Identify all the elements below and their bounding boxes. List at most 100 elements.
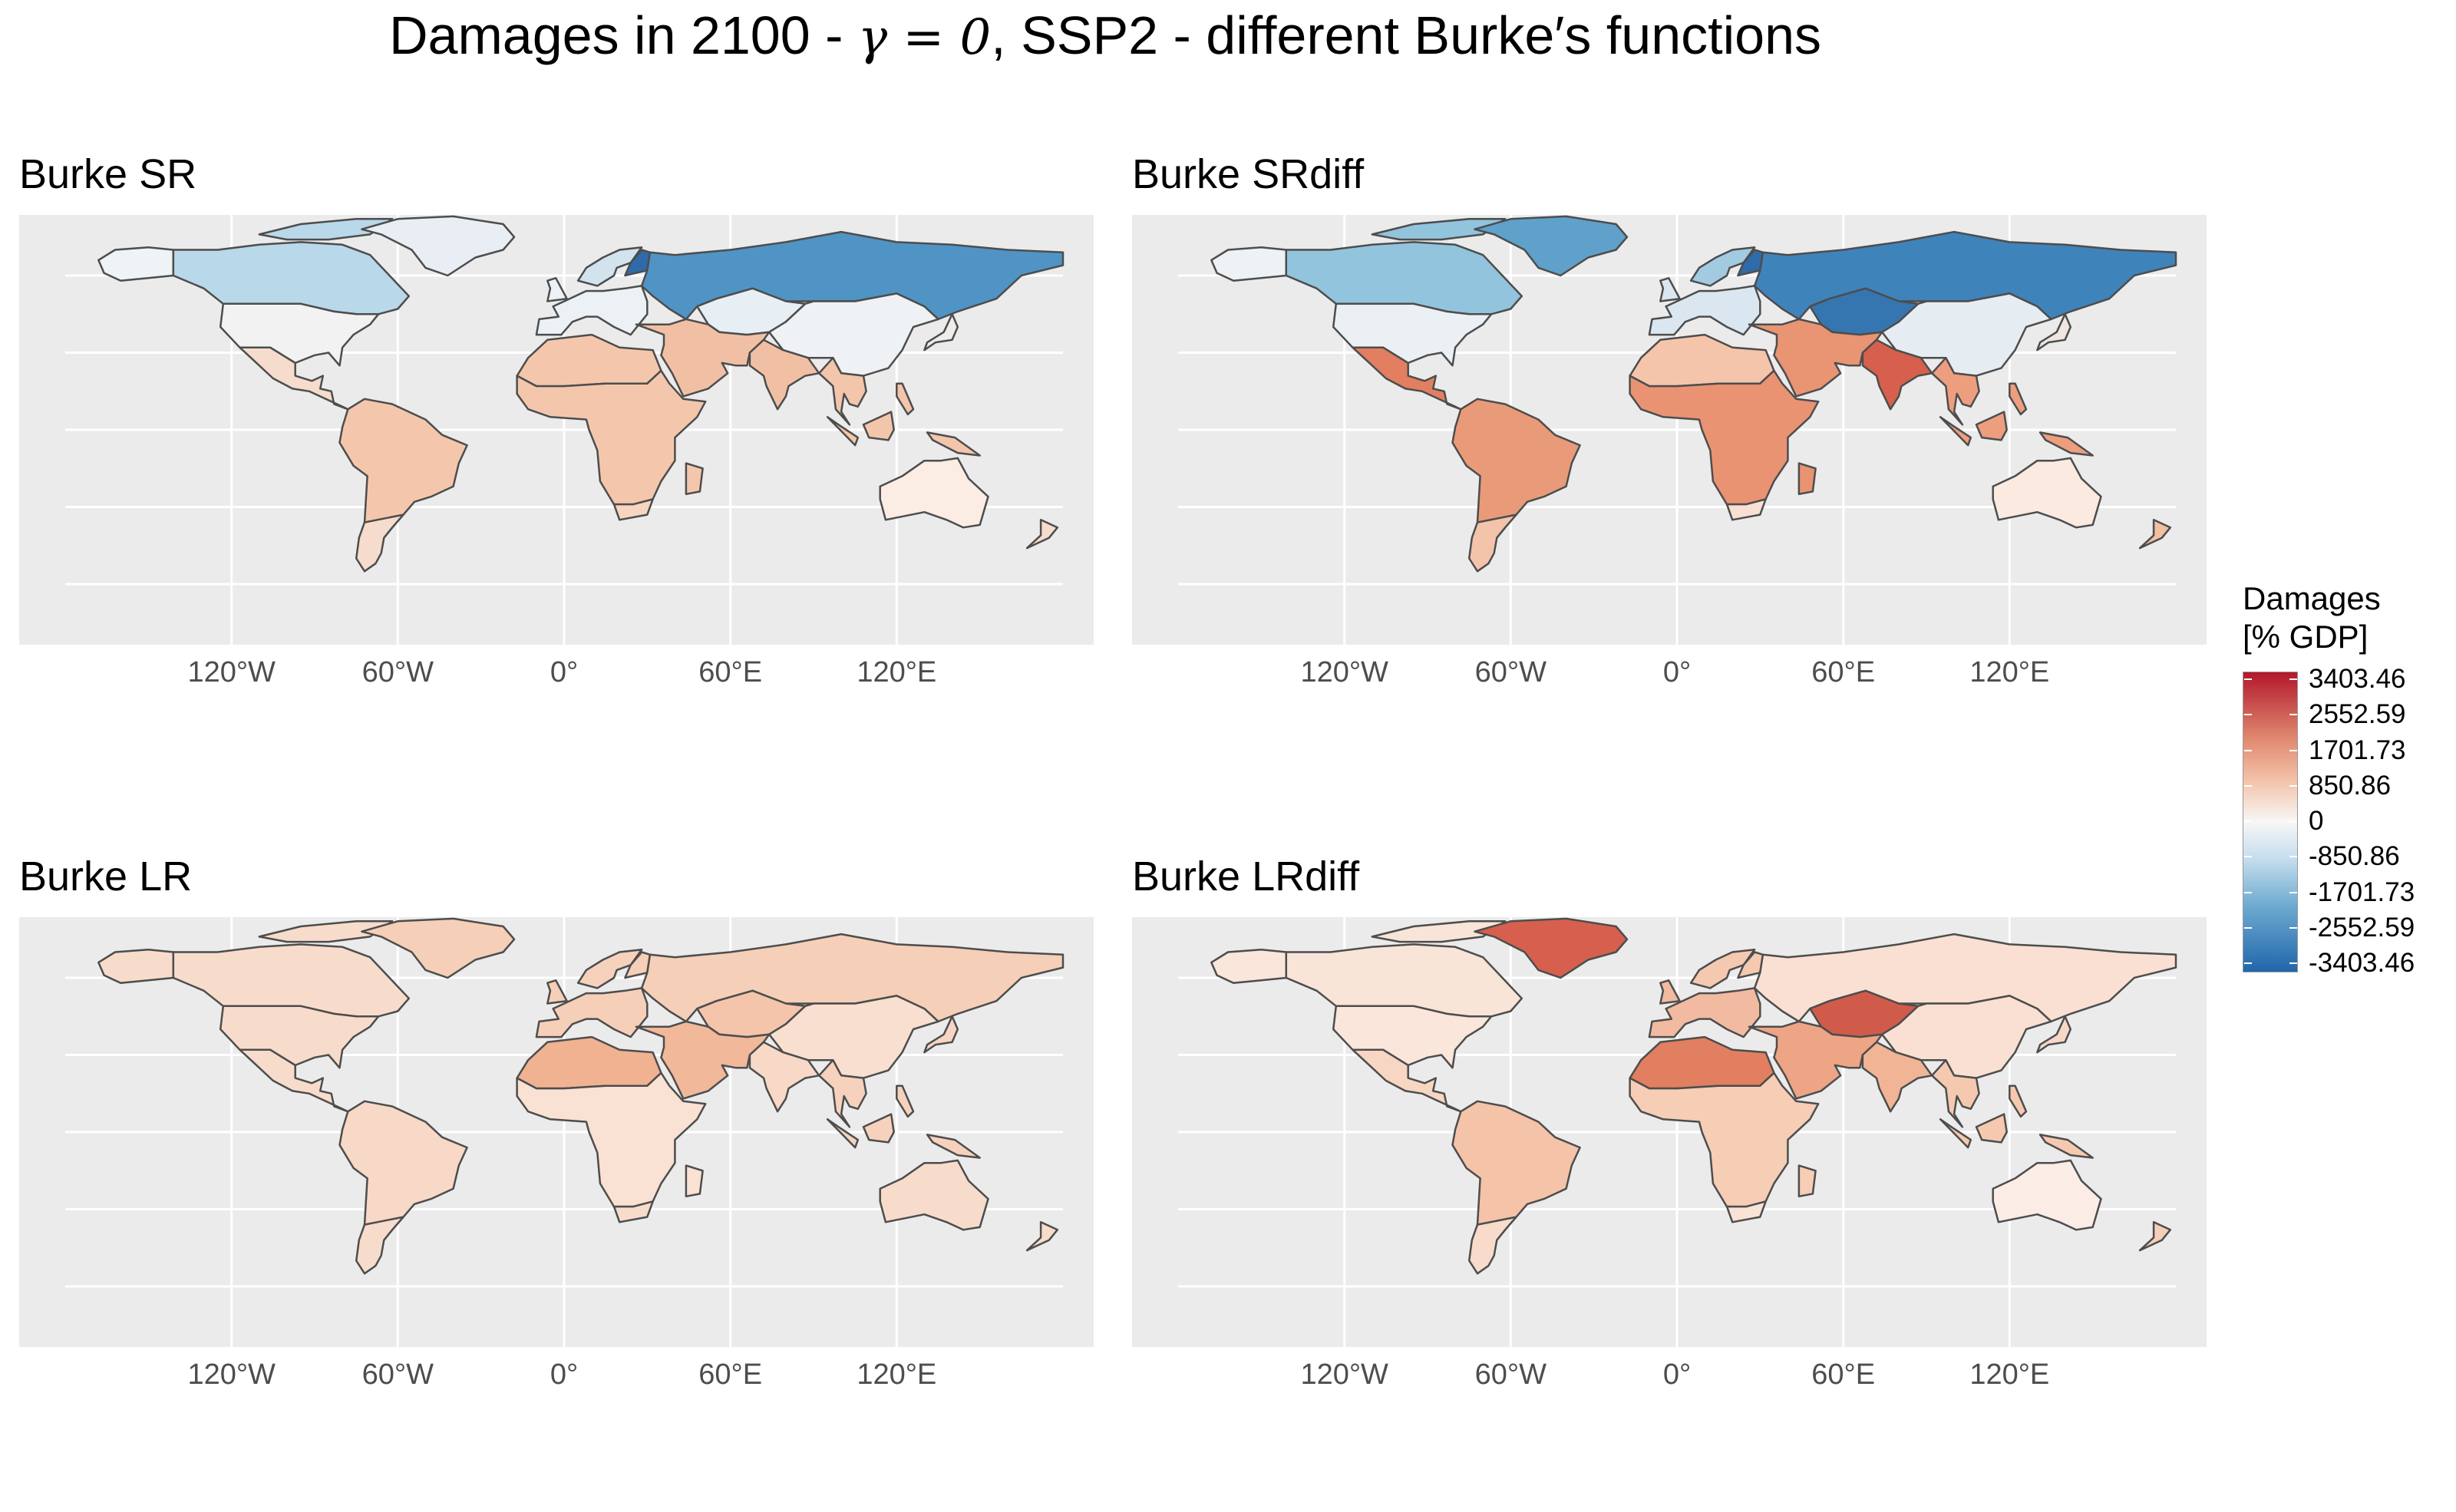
region-africa: [516, 369, 707, 506]
legend-tick: [2289, 856, 2297, 858]
x-tick-label: 0°: [550, 1358, 579, 1391]
x-tick-label: 120°W: [187, 656, 276, 688]
panel-title: Burke SRdiff: [1132, 151, 1365, 197]
region-north-africa: [1629, 1035, 1775, 1090]
legend-break-label: -3403.46: [2309, 948, 2415, 978]
region-alaska: [97, 948, 175, 984]
region-southern-cone: [1467, 1216, 1517, 1275]
region-se-asia: [862, 411, 895, 441]
x-axis-labels: 120°W 60°W 0° 60°E 120°E: [19, 656, 1094, 702]
map-plot-area: [19, 215, 1094, 645]
region-africa: [685, 462, 704, 496]
region-india: [748, 1041, 820, 1113]
world-map: [1178, 917, 2177, 1347]
map-panel-burke-sr: Burke SR 120°W 60°W 0° 60°E 120°E: [19, 150, 1094, 810]
x-tick-label: 60°E: [1811, 1358, 1876, 1391]
legend-title: Damages [% GDP]: [2243, 579, 2381, 656]
region-africa: [1629, 1071, 1820, 1208]
region-greenland: [1474, 215, 1629, 277]
region-india: [1861, 338, 1933, 411]
legend-tick: [2289, 891, 2297, 893]
region-north-africa: [516, 333, 662, 388]
region-se-asia: [896, 1084, 915, 1118]
x-tick-label: 120°W: [1300, 656, 1388, 688]
x-tick-label: 120°E: [857, 1358, 937, 1391]
region-south-america: [1451, 1100, 1581, 1241]
map-plot-area: [19, 917, 1094, 1347]
region-finland: [1737, 249, 1764, 277]
region-usa: [1332, 1005, 1493, 1069]
legend-break-label: 1701.73: [2309, 735, 2406, 765]
region-greenland: [361, 917, 516, 979]
region-finland: [624, 249, 652, 277]
x-tick-label: 60°W: [361, 656, 434, 688]
map-panel-burke-lr: Burke LR 120°W 60°W 0° 60°E 120°E: [19, 852, 1094, 1512]
region-alaska: [97, 246, 175, 282]
region-south-america: [338, 398, 468, 539]
region-se-asia: [2009, 382, 2028, 416]
x-tick-label: 60°W: [1474, 656, 1547, 688]
legend-colorbar: [2243, 672, 2298, 972]
region-europe: [1659, 979, 1681, 1005]
map-panel-burke-lrdiff: Burke LRdiff 120°W 60°W 0° 60°E 120°E: [1132, 852, 2207, 1512]
region-north-africa: [1629, 333, 1775, 388]
x-axis-labels: 120°W 60°W 0° 60°E 120°E: [1132, 1358, 2207, 1405]
region-australia: [879, 457, 989, 529]
region-south-africa: [612, 498, 654, 521]
panel-title: Burke SR: [19, 151, 197, 197]
region-north-africa: [516, 1035, 662, 1090]
region-middle-east: [635, 318, 771, 398]
panel-title: Burke LRdiff: [1132, 853, 1360, 900]
region-india: [1861, 1041, 1933, 1113]
x-tick-label: 0°: [550, 656, 579, 688]
region-australia: [1992, 457, 2102, 529]
world-map: [1178, 215, 2177, 645]
region-southern-cone: [355, 1216, 404, 1275]
region-india: [748, 338, 820, 411]
legend-tick: [2289, 678, 2297, 680]
region-africa: [1797, 1164, 1817, 1198]
region-alaska: [1210, 948, 1288, 984]
region-middle-east: [635, 1020, 771, 1100]
region-south-america: [1451, 398, 1581, 539]
region-nz: [2138, 519, 2172, 550]
region-japan: [923, 313, 959, 352]
x-tick-label: 60°E: [698, 656, 763, 688]
region-finland: [1737, 951, 1764, 979]
legend-tick: [2289, 749, 2297, 751]
x-axis-labels: 120°W 60°W 0° 60°E 120°E: [19, 1358, 1094, 1405]
region-mexico-ca: [239, 1048, 349, 1113]
legend-tick: [2244, 856, 2252, 858]
region-southern-cone: [1467, 513, 1517, 573]
region-middle-east: [1748, 1020, 1883, 1100]
legend-title-line2: [% GDP]: [2243, 619, 2369, 655]
legend-break-label: -1701.73: [2309, 876, 2415, 907]
region-south-africa: [1725, 1200, 1767, 1223]
legend-tick: [2289, 820, 2297, 822]
region-se-asia: [2038, 431, 2094, 457]
region-mexico-ca: [239, 346, 349, 411]
x-tick-label: 60°E: [698, 1358, 763, 1391]
region-mexico-ca: [1352, 346, 1462, 411]
map-plot-area: [1132, 215, 2207, 645]
region-southern-cone: [355, 513, 404, 573]
legend-break-label: -850.86: [2309, 841, 2400, 872]
region-nz: [1025, 1221, 1059, 1252]
region-greenland: [1474, 917, 1629, 979]
region-se-asia: [926, 431, 981, 457]
region-se-asia: [826, 416, 860, 447]
region-japan: [2036, 1015, 2072, 1054]
region-europe: [1648, 987, 1761, 1038]
region-africa: [1629, 369, 1820, 506]
region-nz: [2138, 1221, 2172, 1252]
region-se-asia: [1930, 1058, 1980, 1128]
region-greenland: [361, 215, 516, 277]
region-se-asia: [1975, 1113, 2008, 1144]
region-japan: [923, 1015, 959, 1054]
region-europe: [535, 285, 649, 336]
legend-tick: [2289, 926, 2297, 929]
x-tick-label: 120°W: [187, 1358, 276, 1391]
region-europe: [1648, 285, 1761, 336]
region-canada: [172, 241, 411, 315]
region-australia: [879, 1159, 989, 1231]
